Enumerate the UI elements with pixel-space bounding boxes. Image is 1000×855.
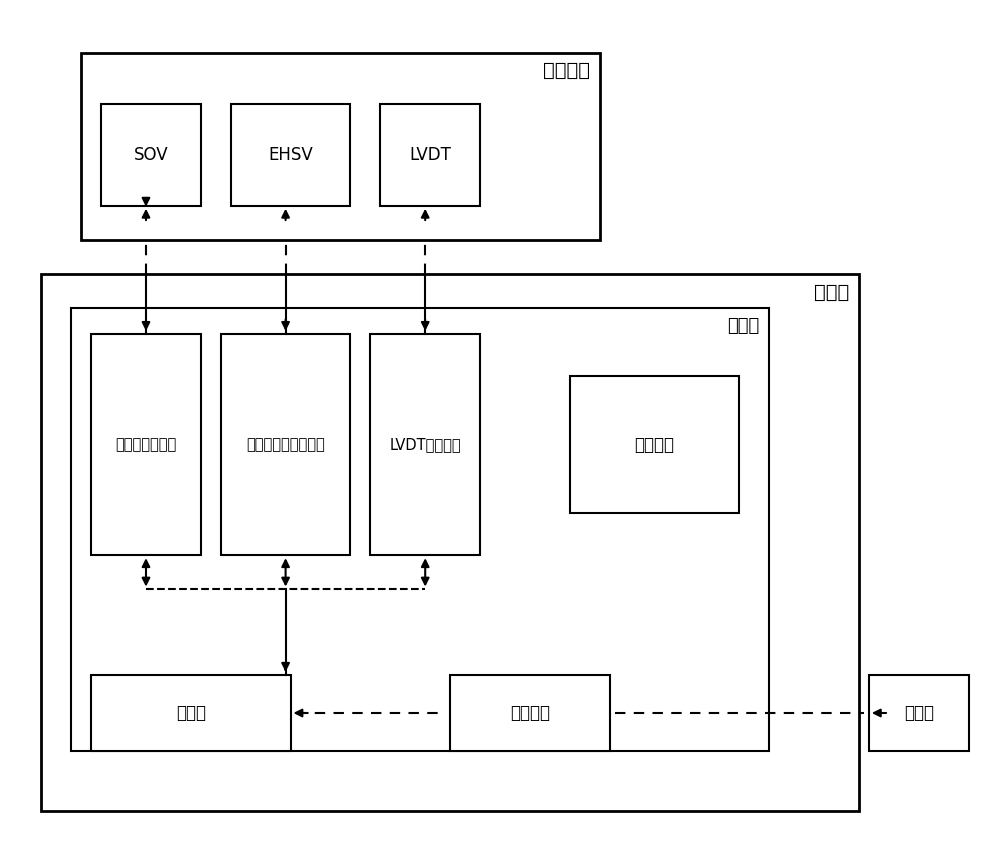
- FancyBboxPatch shape: [570, 376, 739, 513]
- Text: 处理器: 处理器: [176, 704, 206, 722]
- FancyBboxPatch shape: [370, 333, 480, 556]
- FancyBboxPatch shape: [101, 103, 201, 206]
- FancyBboxPatch shape: [41, 274, 859, 811]
- Text: 标定仪: 标定仪: [814, 283, 849, 302]
- FancyBboxPatch shape: [231, 103, 350, 206]
- Text: 串口通讯: 串口通讯: [510, 704, 550, 722]
- Text: 调节机构: 调节机构: [543, 61, 590, 80]
- Text: LVDT: LVDT: [409, 146, 451, 164]
- FancyBboxPatch shape: [71, 308, 769, 752]
- Text: 上位机: 上位机: [904, 704, 934, 722]
- FancyBboxPatch shape: [221, 333, 350, 556]
- Text: EHSV: EHSV: [268, 146, 313, 164]
- FancyBboxPatch shape: [91, 675, 291, 752]
- FancyBboxPatch shape: [81, 52, 600, 240]
- FancyBboxPatch shape: [869, 675, 969, 752]
- FancyBboxPatch shape: [91, 333, 201, 556]
- FancyBboxPatch shape: [380, 103, 480, 206]
- Text: 电磁阀驱动模块: 电磁阀驱动模块: [115, 437, 177, 452]
- Text: LVDT控制模块: LVDT控制模块: [389, 437, 461, 452]
- FancyBboxPatch shape: [450, 675, 610, 752]
- Text: SOV: SOV: [134, 146, 168, 164]
- Text: 下位机: 下位机: [727, 316, 759, 334]
- Text: 电液伺服阀驱动模块: 电液伺服阀驱动模块: [246, 437, 325, 452]
- Text: 电源模块: 电源模块: [635, 435, 675, 453]
